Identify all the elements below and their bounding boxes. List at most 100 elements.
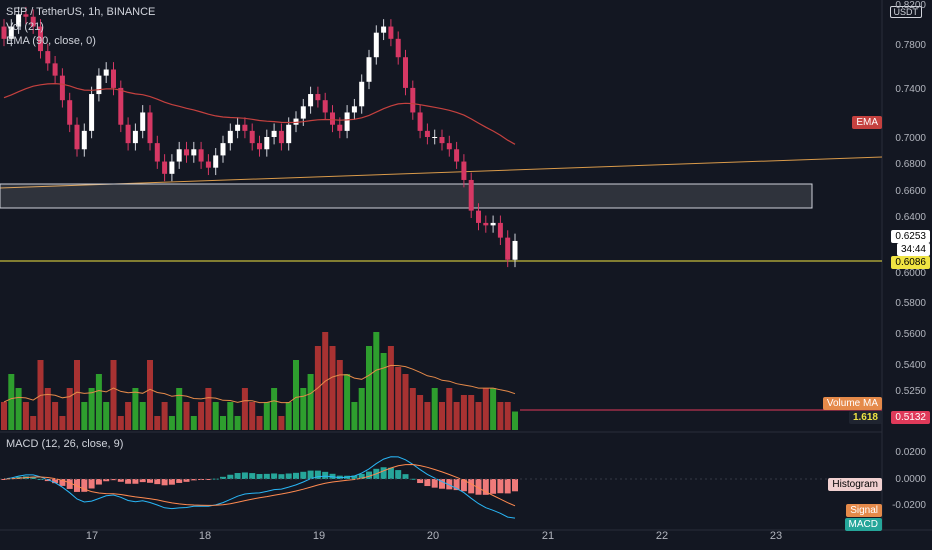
volume-bar bbox=[351, 402, 358, 430]
macd-histogram-bar bbox=[147, 479, 153, 483]
macd-histogram-bar bbox=[52, 479, 59, 484]
candle-body bbox=[1, 26, 7, 39]
volume-bar bbox=[30, 416, 37, 430]
candle-body bbox=[23, 14, 29, 17]
price-tick: 0.7800 bbox=[895, 40, 926, 51]
candle-body bbox=[322, 100, 328, 113]
volume-bar bbox=[468, 395, 475, 430]
macd-histogram-bar bbox=[154, 479, 161, 485]
candle-body bbox=[395, 38, 401, 58]
candle-body bbox=[30, 16, 36, 27]
macd-line bbox=[3, 456, 516, 519]
candle-body bbox=[81, 130, 87, 150]
volume-bar bbox=[453, 402, 460, 430]
candle-body bbox=[293, 118, 299, 125]
candle-body bbox=[132, 130, 138, 144]
macd-histogram-bar bbox=[387, 467, 394, 479]
volume-bar bbox=[103, 402, 110, 430]
macd-histogram-bar bbox=[81, 479, 88, 492]
ema-line bbox=[3, 82, 516, 145]
macd-histogram-bar bbox=[88, 479, 95, 489]
volume-bar bbox=[504, 402, 511, 430]
time-tick: 20 bbox=[426, 530, 440, 542]
price-tick: 0.5250 bbox=[895, 386, 926, 397]
volume-bar bbox=[278, 416, 285, 430]
candle-body bbox=[315, 94, 321, 101]
candle-body bbox=[103, 69, 109, 76]
candle-body bbox=[497, 222, 503, 238]
macd-histogram-bar bbox=[190, 479, 197, 481]
macd-tag: MACD bbox=[844, 518, 882, 531]
signal-tag: Signal bbox=[846, 504, 882, 517]
macd-histogram-bar bbox=[439, 479, 445, 489]
volume-bar bbox=[205, 388, 212, 430]
macd-histogram-bar bbox=[314, 470, 321, 479]
volume-bar bbox=[482, 388, 489, 430]
macd-histogram-bar bbox=[139, 479, 146, 483]
macd-histogram-bar bbox=[307, 470, 314, 479]
candle-body bbox=[330, 112, 335, 125]
candle-body bbox=[162, 161, 168, 174]
macd-histogram-bar bbox=[132, 479, 139, 484]
price-tick: 0.6800 bbox=[895, 159, 926, 170]
macd-tick: 0.0000 bbox=[895, 474, 926, 485]
macd-histogram-bar bbox=[402, 474, 409, 479]
candle-body bbox=[300, 106, 306, 119]
volume-bar bbox=[168, 416, 175, 430]
macd-histogram-bar bbox=[358, 473, 365, 479]
candle-body bbox=[140, 112, 146, 131]
macd-histogram-bar bbox=[446, 479, 453, 490]
volume-bar bbox=[1, 402, 7, 430]
candle-body bbox=[45, 51, 51, 64]
macd-legend[interactable]: MACD (12, 26, close, 9) bbox=[6, 438, 124, 450]
candle-body bbox=[351, 106, 357, 113]
macd-histogram-bar bbox=[103, 479, 110, 482]
candle-body bbox=[271, 130, 277, 137]
volume-bar bbox=[95, 374, 102, 430]
candle-body bbox=[67, 100, 73, 125]
ema-legend[interactable]: EMA (90, close, 0) bbox=[6, 35, 96, 47]
candle-body bbox=[454, 149, 460, 162]
volume-bar bbox=[446, 388, 453, 430]
macd-histogram-bar bbox=[512, 479, 518, 492]
price-tick: 0.6000 bbox=[895, 268, 926, 279]
candle-body bbox=[213, 155, 219, 168]
volume-bar bbox=[256, 416, 263, 430]
macd-histogram-bar bbox=[161, 479, 168, 486]
volume-bar bbox=[307, 374, 314, 430]
macd-histogram-bar bbox=[322, 471, 329, 479]
volume-bar bbox=[176, 388, 183, 430]
macd-histogram-bar bbox=[168, 479, 175, 485]
candle-body bbox=[344, 112, 350, 131]
candle-body bbox=[118, 87, 124, 125]
volume-bar bbox=[220, 416, 226, 430]
macd-histogram-bar bbox=[380, 467, 387, 479]
macd-histogram-bar bbox=[241, 472, 248, 479]
macd-histogram-bar bbox=[95, 479, 102, 485]
volume-bar bbox=[212, 402, 219, 430]
candle-body bbox=[205, 161, 211, 168]
volume-bar bbox=[198, 402, 205, 430]
time-tick: 18 bbox=[198, 530, 212, 542]
macd-histogram-bar bbox=[249, 473, 256, 479]
candle-body bbox=[227, 130, 233, 144]
price-tick: 0.7000 bbox=[895, 133, 926, 144]
candle-body bbox=[373, 32, 379, 58]
ema-tag: EMA bbox=[852, 116, 882, 129]
histogram-tag: Histogram bbox=[828, 478, 882, 491]
candle-body bbox=[154, 143, 160, 162]
macd-histogram-bar bbox=[468, 479, 475, 494]
candle-body bbox=[147, 112, 153, 144]
currency-unit: USDT bbox=[889, 6, 922, 18]
volume-bar bbox=[263, 402, 270, 430]
macd-histogram-bar bbox=[110, 479, 117, 481]
candle-body bbox=[257, 143, 262, 150]
macd-histogram-bar bbox=[205, 479, 212, 480]
macd-histogram-bar bbox=[176, 479, 183, 483]
volume-bar bbox=[475, 402, 482, 430]
candle-body bbox=[59, 75, 65, 101]
macd-histogram-bar bbox=[263, 473, 270, 479]
macd-histogram-bar bbox=[271, 473, 278, 479]
volume-legend[interactable]: Vol (21) bbox=[6, 21, 44, 33]
